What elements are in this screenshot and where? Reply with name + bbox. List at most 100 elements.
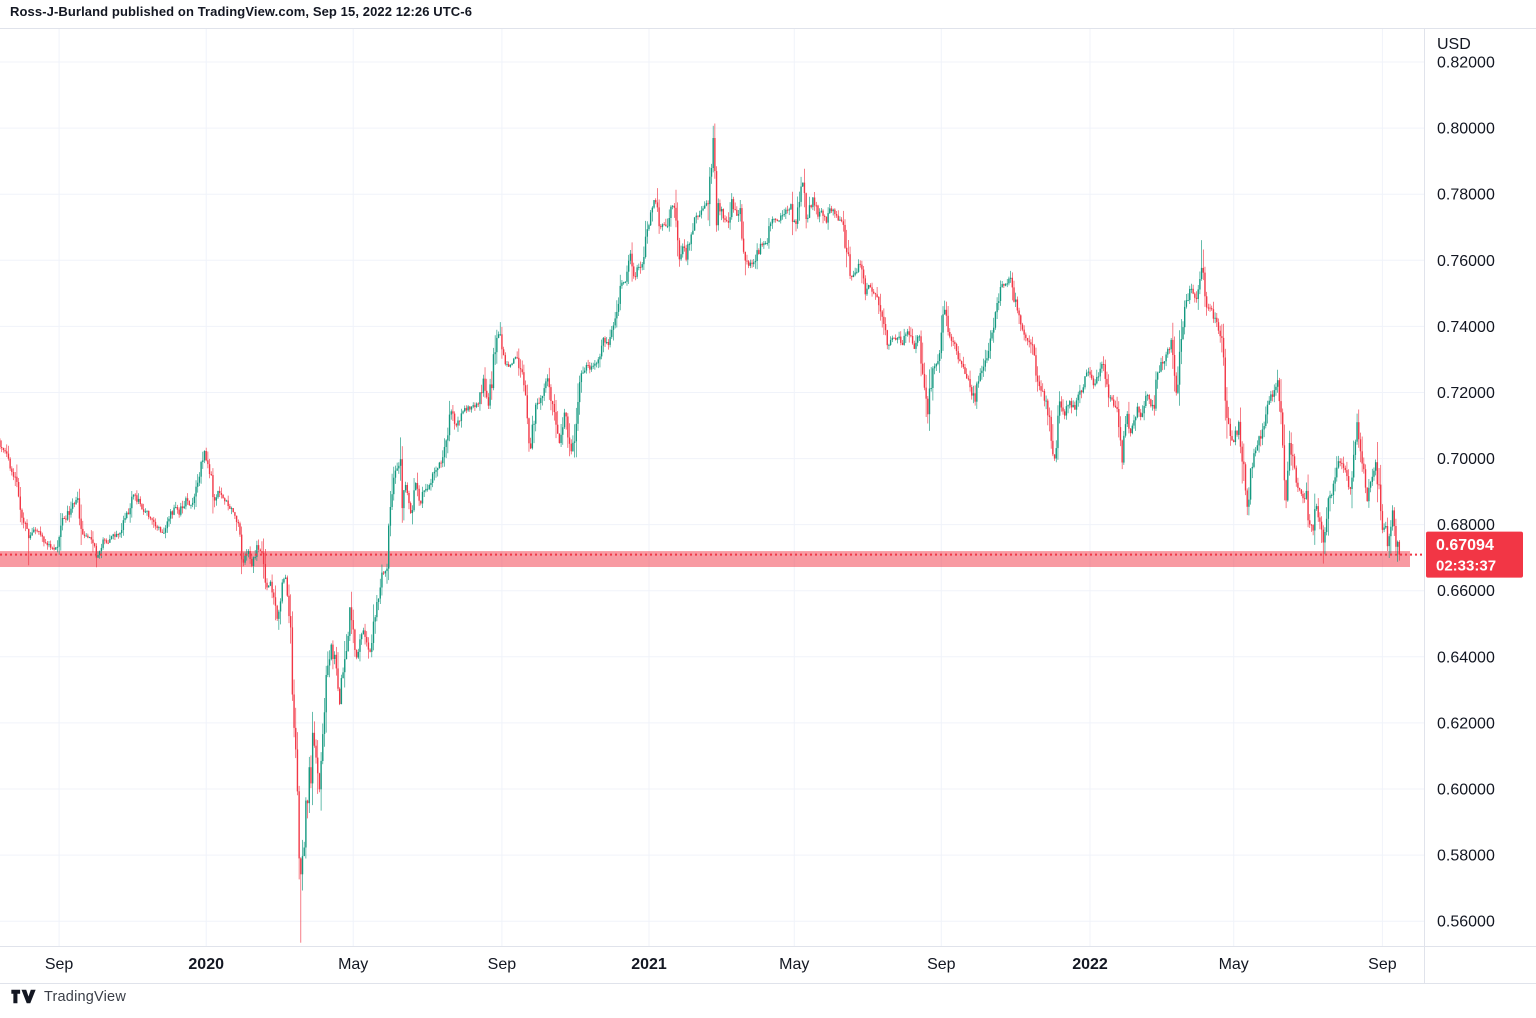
candle-body (1297, 482, 1299, 488)
candle-body (742, 238, 745, 252)
candle-body (230, 508, 233, 510)
candle-body (521, 369, 523, 373)
candle-body (643, 257, 645, 265)
candle-body (800, 186, 802, 202)
candle-body (1226, 400, 1228, 418)
candle-body (565, 412, 567, 417)
candle-body (856, 271, 858, 273)
candle-body (1219, 330, 1221, 337)
candle-body (1204, 272, 1206, 297)
candle-body (345, 651, 348, 660)
candle-body (447, 435, 449, 441)
candle-body (83, 534, 86, 536)
price-axis-label: 0.60000 (1437, 782, 1495, 799)
candle-body (1212, 309, 1215, 319)
price-axis-label: 0.56000 (1437, 914, 1495, 931)
candle-body (1253, 453, 1255, 467)
candle-body (543, 388, 545, 396)
support-band[interactable] (0, 551, 1410, 567)
candle-body (296, 749, 299, 792)
candle-body (205, 451, 207, 461)
candle-body (1128, 413, 1130, 429)
candle-body (1106, 378, 1108, 385)
candle-body (656, 202, 659, 208)
time-axis[interactable]: Sep 2020 May Sep 2021 May Sep 2022 May Sep (45, 956, 1397, 973)
candle-body (646, 229, 648, 237)
candle-body (649, 212, 652, 226)
candle-body (77, 498, 79, 500)
candle-body (1172, 339, 1174, 355)
candle-body (33, 529, 35, 533)
price-axis-label: 0.58000 (1437, 848, 1495, 865)
candle-body (590, 366, 593, 370)
candle-body (1072, 405, 1074, 408)
candle-body (633, 266, 635, 277)
candle-body (1374, 462, 1377, 471)
candle-body (676, 220, 679, 241)
candle-body (753, 262, 755, 265)
price-axis-label: 0.62000 (1437, 715, 1495, 732)
candle-body (952, 340, 954, 343)
candle-body (203, 451, 206, 461)
candle-body (862, 269, 865, 279)
price-axis[interactable]: 0.56000 0.58000 0.60000 0.62000 0.64000 0.660… (1437, 55, 1495, 931)
candle-body (112, 534, 114, 537)
candle-body (355, 650, 358, 658)
candle-body (366, 636, 368, 643)
candle-body (325, 675, 327, 713)
candle-body (1391, 510, 1394, 527)
price-axis-label: 0.80000 (1437, 121, 1495, 138)
candle-body (817, 205, 819, 217)
candle-body (688, 244, 691, 246)
candle-body (458, 420, 461, 422)
candle-body (14, 476, 16, 478)
candle-body (1214, 317, 1216, 319)
candle-body (1266, 404, 1269, 415)
price-badge[interactable]: 0.67094 02:33:37 (1426, 531, 1523, 578)
candle-body (132, 494, 135, 497)
candle-body (234, 512, 236, 516)
candle-body (1307, 490, 1309, 521)
candle-body (197, 482, 199, 487)
candle-body (1341, 462, 1343, 464)
candle-body (428, 485, 430, 489)
candle-body (34, 529, 37, 531)
candle-body (239, 523, 241, 535)
candle-body (176, 507, 179, 510)
candle-body (810, 205, 812, 208)
attribution: Ross-J-Burland published on TradingView.… (10, 4, 473, 19)
candle-body (959, 359, 961, 362)
candle-body (1309, 520, 1311, 525)
candle-body (509, 365, 512, 367)
candle-body (229, 506, 231, 509)
candle-body (440, 462, 442, 464)
candle-body (374, 617, 376, 622)
grid-layer (0, 28, 1424, 946)
candle-body (344, 659, 346, 673)
candle-body (198, 476, 201, 483)
candle-body (861, 264, 863, 270)
candle-body (115, 533, 118, 537)
candle-body (195, 486, 197, 497)
candle-body (969, 379, 971, 388)
candle-body (11, 468, 13, 472)
candle-body (1089, 371, 1091, 375)
candle-body (104, 539, 106, 541)
candle-body (1133, 420, 1135, 426)
candle-body (1126, 413, 1128, 425)
candle-body (998, 301, 1000, 303)
candle-body (807, 217, 809, 219)
candles-layer[interactable] (0, 123, 1401, 943)
candle-body (842, 221, 845, 225)
candle-body (1040, 386, 1042, 391)
candle-body (913, 343, 915, 349)
candle-body (300, 858, 302, 875)
candle-body (874, 293, 877, 295)
candle-body (1263, 426, 1265, 430)
candle-body (240, 534, 243, 560)
candle-body (278, 611, 280, 619)
candle-body (996, 303, 998, 313)
tradingview-attribution[interactable]: TradingView (10, 988, 126, 1005)
candle-body (1170, 339, 1172, 350)
